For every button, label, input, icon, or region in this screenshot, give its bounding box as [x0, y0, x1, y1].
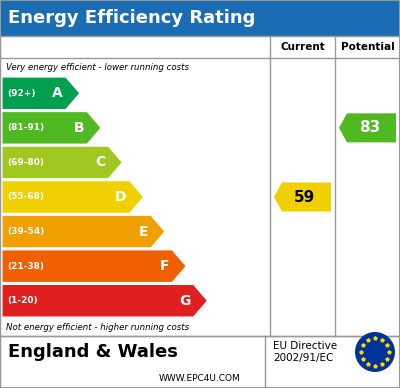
Text: F: F	[160, 259, 169, 273]
Bar	[0, 336, 400, 388]
Polygon shape	[2, 250, 186, 282]
Text: A: A	[52, 86, 63, 100]
Text: G: G	[179, 294, 190, 308]
Polygon shape	[2, 181, 144, 213]
Text: B: B	[74, 121, 84, 135]
Bar	[0, 36, 400, 336]
Text: D: D	[115, 190, 127, 204]
Text: (81-91): (81-91)	[7, 123, 44, 132]
Text: (39-54): (39-54)	[7, 227, 44, 236]
Polygon shape	[2, 77, 80, 109]
Text: 59: 59	[294, 189, 315, 204]
Text: 83: 83	[359, 120, 380, 135]
Text: Current: Current	[280, 42, 325, 52]
Polygon shape	[2, 112, 101, 144]
Text: Not energy efficient - higher running costs: Not energy efficient - higher running co…	[6, 322, 189, 331]
Text: (55-68): (55-68)	[7, 192, 44, 201]
Text: England & Wales: England & Wales	[8, 343, 178, 361]
Text: WWW.EPC4U.COM: WWW.EPC4U.COM	[159, 374, 241, 383]
Text: EU Directive
2002/91/EC: EU Directive 2002/91/EC	[273, 341, 337, 363]
Text: (92+): (92+)	[7, 89, 36, 98]
Text: Potential: Potential	[341, 42, 394, 52]
Text: (21-38): (21-38)	[7, 262, 44, 271]
Circle shape	[355, 332, 395, 372]
Text: C: C	[95, 156, 105, 170]
Text: (1-20): (1-20)	[7, 296, 38, 305]
Text: E: E	[138, 225, 148, 239]
Text: (69-80): (69-80)	[7, 158, 44, 167]
Text: Energy Efficiency Rating: Energy Efficiency Rating	[8, 9, 255, 27]
Bar	[0, 0, 400, 36]
Polygon shape	[2, 284, 208, 317]
Polygon shape	[339, 113, 396, 142]
Polygon shape	[2, 215, 165, 248]
Text: Very energy efficient - lower running costs: Very energy efficient - lower running co…	[6, 62, 189, 71]
Polygon shape	[274, 182, 331, 211]
Polygon shape	[2, 146, 122, 179]
